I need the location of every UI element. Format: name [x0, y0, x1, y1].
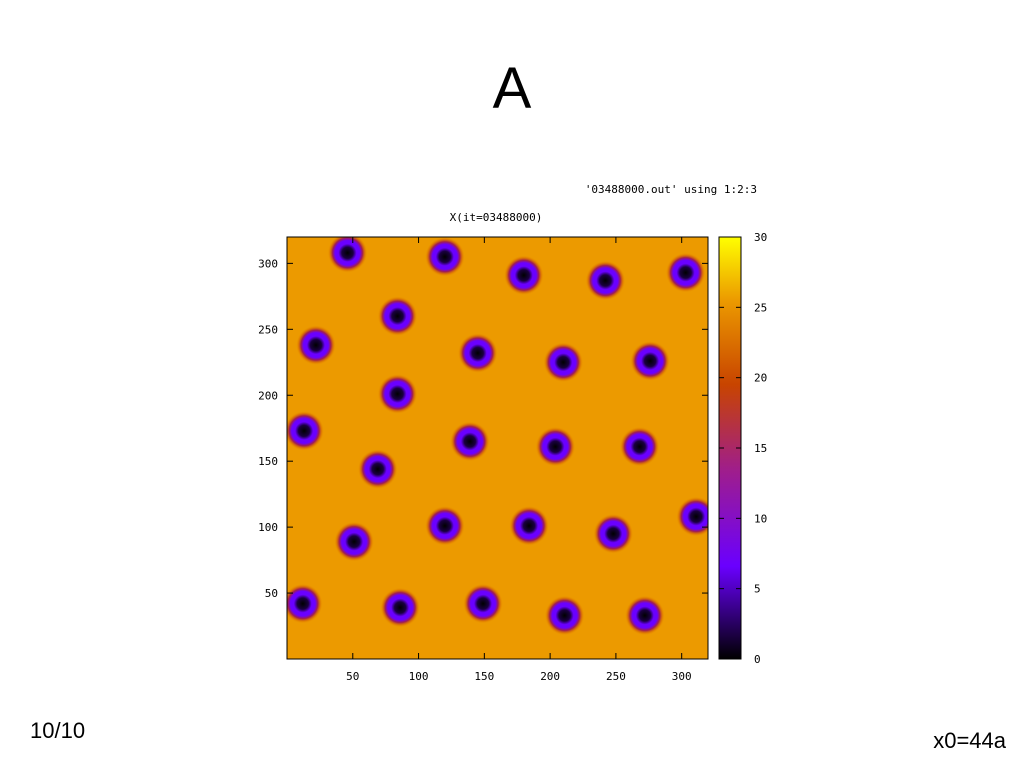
- spot-8: [543, 342, 584, 383]
- spot-layer: [287, 237, 708, 636]
- footer-note: x0=44a: [933, 728, 1006, 753]
- spot-17: [509, 505, 550, 546]
- spot-14: [619, 426, 660, 467]
- y-tick-label: 300: [258, 257, 278, 270]
- spot-5: [377, 296, 418, 337]
- colorbar-tick-label: 10: [754, 512, 767, 525]
- spot-1: [424, 237, 465, 277]
- slide-title: A: [492, 56, 532, 121]
- x-tick-label: 250: [606, 670, 626, 683]
- y-axis: 50 100 150 200 250 300: [258, 257, 708, 600]
- x-tick-label: 50: [346, 670, 359, 683]
- spot-12: [449, 421, 490, 462]
- x-tick-label: 300: [672, 670, 692, 683]
- x-tick-label: 100: [409, 670, 429, 683]
- spot-16: [424, 505, 465, 546]
- spot-24: [544, 595, 585, 636]
- plot-frame: [286, 236, 709, 660]
- spot-19: [676, 496, 708, 537]
- spot-0: [327, 237, 368, 273]
- spot-3: [585, 260, 626, 301]
- spot-25: [624, 595, 665, 636]
- colorbar-axis: 0 5 10 15 20 25 30: [719, 231, 767, 666]
- spot-22: [380, 587, 421, 628]
- colorbar-tick-label: 20: [754, 372, 767, 385]
- x-tick-label: 150: [474, 670, 494, 683]
- spot-15: [357, 449, 398, 490]
- y-tick-label: 100: [258, 521, 278, 534]
- spot-18: [593, 513, 634, 554]
- legend-key: '03488000.out' using 1:2:3: [585, 183, 757, 196]
- spot-11: [287, 410, 325, 451]
- y-tick-label: 200: [258, 389, 278, 402]
- x-axis: 50 100 150 200 250 300: [346, 237, 692, 683]
- y-tick-label: 50: [265, 587, 278, 600]
- spot-13: [535, 426, 576, 467]
- y-tick-label: 250: [258, 323, 278, 336]
- spot-20: [334, 521, 375, 562]
- colorbar-tick-label: 25: [754, 301, 767, 314]
- colorbar-tick-label: 15: [754, 442, 767, 455]
- x-tick-label: 200: [540, 670, 560, 683]
- spot-9: [630, 340, 671, 381]
- y-tick-label: 150: [258, 455, 278, 468]
- spot-23: [463, 583, 504, 624]
- spot-10: [377, 373, 418, 414]
- colorbar-tick-label: 30: [754, 231, 767, 244]
- heatmap-chart: '03488000.out' using 1:2:3 X(it=03488000…: [258, 183, 767, 683]
- spot-4: [665, 252, 706, 293]
- page-number: 10/10: [30, 718, 86, 743]
- spot-2: [503, 255, 544, 296]
- spot-7: [457, 333, 498, 374]
- spot-21: [287, 583, 323, 624]
- colorbar-tick-label: 0: [754, 653, 761, 666]
- spot-6: [295, 325, 336, 366]
- colorbar-tick-label: 5: [754, 583, 761, 596]
- chart-title: X(it=03488000): [450, 211, 543, 224]
